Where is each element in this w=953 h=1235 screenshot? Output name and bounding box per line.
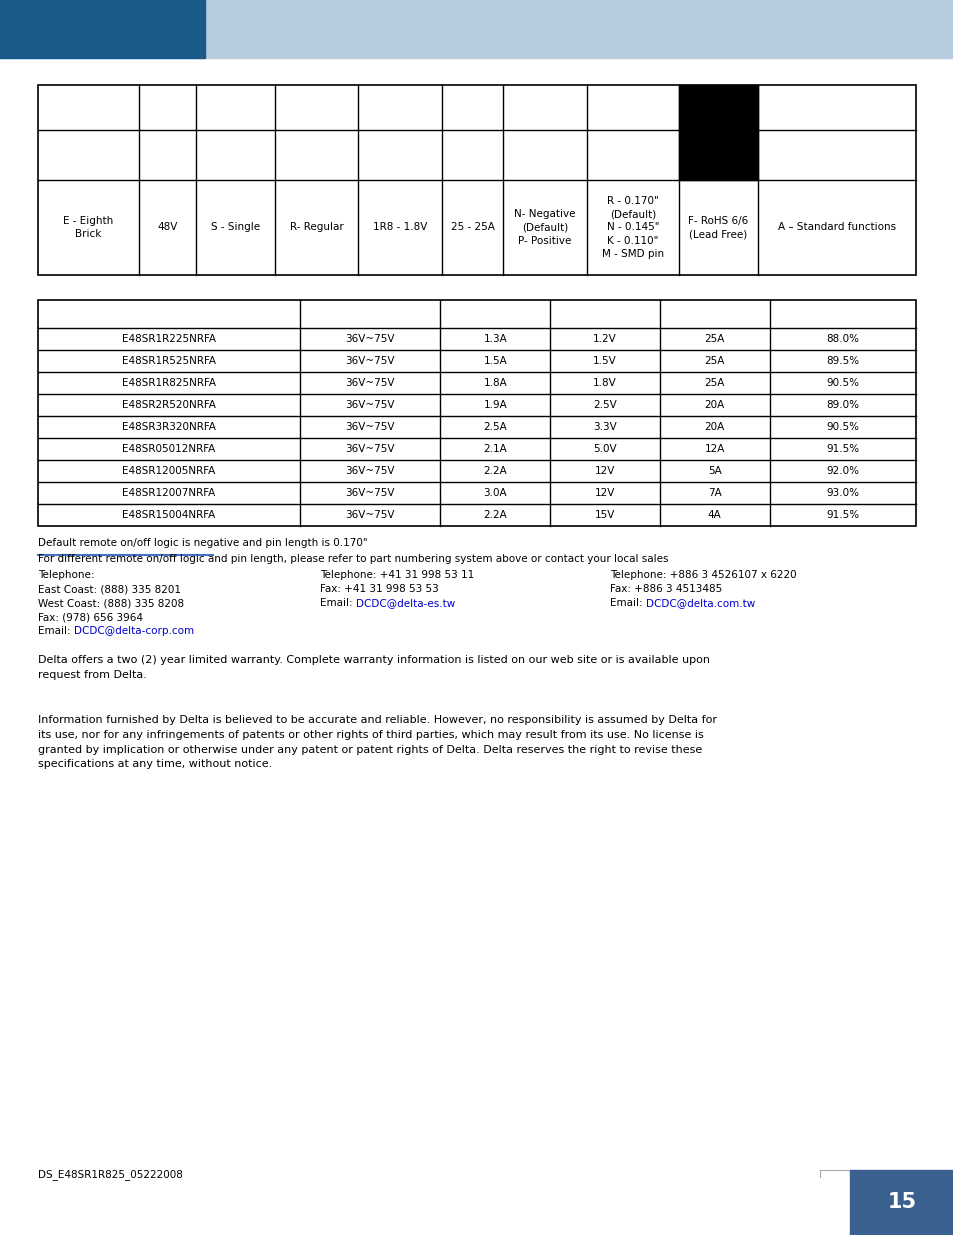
- Bar: [849, 1170, 953, 1235]
- Text: 36V~75V: 36V~75V: [345, 400, 395, 410]
- Text: 89.0%: 89.0%: [825, 400, 859, 410]
- Text: E48SR1R225NRFA: E48SR1R225NRFA: [122, 333, 216, 345]
- Text: 2.1A: 2.1A: [483, 445, 507, 454]
- Text: 2.5V: 2.5V: [593, 400, 617, 410]
- Text: Email:: Email:: [319, 598, 355, 608]
- Text: Telephone: +41 31 998 53 11: Telephone: +41 31 998 53 11: [319, 571, 474, 580]
- Text: Fax: (978) 656 3964: Fax: (978) 656 3964: [38, 613, 143, 622]
- Text: 3.0A: 3.0A: [483, 488, 507, 498]
- Text: Default remote on/off logic is negative and pin length is 0.170": Default remote on/off logic is negative …: [38, 538, 367, 548]
- Text: DCDC@delta-corp.com: DCDC@delta-corp.com: [74, 626, 193, 636]
- Text: Delta offers a two (2) year limited warranty. Complete warranty information is l: Delta offers a two (2) year limited warr…: [38, 655, 709, 679]
- Text: 20A: 20A: [704, 400, 724, 410]
- Text: DCDC@delta-es.tw: DCDC@delta-es.tw: [355, 598, 455, 608]
- Text: 1.5V: 1.5V: [593, 356, 617, 366]
- Text: 90.5%: 90.5%: [825, 378, 859, 388]
- Text: 25A: 25A: [704, 333, 724, 345]
- Text: E48SR12005NRFA: E48SR12005NRFA: [122, 466, 215, 475]
- Text: 15V: 15V: [595, 510, 615, 520]
- Text: 36V~75V: 36V~75V: [345, 333, 395, 345]
- Text: 48V: 48V: [157, 222, 177, 232]
- Text: Telephone:: Telephone:: [38, 571, 94, 580]
- Bar: [679, 85, 758, 180]
- Text: 36V~75V: 36V~75V: [345, 422, 395, 432]
- Text: Fax: +41 31 998 53 53: Fax: +41 31 998 53 53: [319, 584, 438, 594]
- Text: 36V~75V: 36V~75V: [345, 445, 395, 454]
- Bar: [38, 85, 915, 275]
- Text: 12A: 12A: [704, 445, 724, 454]
- Text: F- RoHS 6/6
(Lead Free): F- RoHS 6/6 (Lead Free): [688, 216, 748, 240]
- Bar: [0, 0, 205, 58]
- Text: 1.8A: 1.8A: [483, 378, 507, 388]
- Text: E - Eighth
Brick: E - Eighth Brick: [63, 216, 113, 240]
- Text: 5.0V: 5.0V: [593, 445, 617, 454]
- Text: E48SR1R825NRFA: E48SR1R825NRFA: [122, 378, 216, 388]
- Text: DCDC@delta.com.tw: DCDC@delta.com.tw: [645, 598, 755, 608]
- Text: East Coast: (888) 335 8201: East Coast: (888) 335 8201: [38, 584, 181, 594]
- Text: E48SR05012NRFA: E48SR05012NRFA: [122, 445, 215, 454]
- Text: 5A: 5A: [707, 466, 720, 475]
- Text: 91.5%: 91.5%: [825, 445, 859, 454]
- Text: E48SR12007NRFA: E48SR12007NRFA: [122, 488, 215, 498]
- Text: 2.2A: 2.2A: [483, 466, 507, 475]
- Text: E48SR3R320NRFA: E48SR3R320NRFA: [122, 422, 215, 432]
- Text: 25A: 25A: [704, 356, 724, 366]
- Text: S - Single: S - Single: [211, 222, 260, 232]
- Text: 36V~75V: 36V~75V: [345, 378, 395, 388]
- Text: R - 0.170"
(Default)
N - 0.145"
K - 0.110"
M - SMD pin: R - 0.170" (Default) N - 0.145" K - 0.11…: [601, 196, 663, 259]
- Text: 36V~75V: 36V~75V: [345, 510, 395, 520]
- Text: 12V: 12V: [595, 466, 615, 475]
- Text: Telephone: +886 3 4526107 x 6220: Telephone: +886 3 4526107 x 6220: [609, 571, 796, 580]
- Text: Email:: Email:: [38, 626, 73, 636]
- Bar: [38, 300, 915, 526]
- Text: 25A: 25A: [704, 378, 724, 388]
- Text: 1.3A: 1.3A: [483, 333, 507, 345]
- Text: 20A: 20A: [704, 422, 724, 432]
- Text: 89.5%: 89.5%: [825, 356, 859, 366]
- Text: Email:: Email:: [609, 598, 645, 608]
- Text: R- Regular: R- Regular: [290, 222, 343, 232]
- Text: 36V~75V: 36V~75V: [345, 466, 395, 475]
- Text: 36V~75V: 36V~75V: [345, 488, 395, 498]
- Text: 36V~75V: 36V~75V: [345, 356, 395, 366]
- Text: E48SR2R520NRFA: E48SR2R520NRFA: [122, 400, 215, 410]
- Bar: [0, 0, 953, 58]
- Text: 7A: 7A: [707, 488, 720, 498]
- Text: Information furnished by Delta is believed to be accurate and reliable. However,: Information furnished by Delta is believ…: [38, 715, 717, 769]
- Text: 1.2V: 1.2V: [593, 333, 617, 345]
- Text: 2.5A: 2.5A: [483, 422, 507, 432]
- Text: 1.9A: 1.9A: [483, 400, 507, 410]
- Text: N- Negative
(Default)
P- Positive: N- Negative (Default) P- Positive: [514, 209, 576, 246]
- Text: 2.2A: 2.2A: [483, 510, 507, 520]
- Text: 12V: 12V: [595, 488, 615, 498]
- Text: Fax: +886 3 4513485: Fax: +886 3 4513485: [609, 584, 721, 594]
- Text: 1.8V: 1.8V: [593, 378, 617, 388]
- Text: 1R8 - 1.8V: 1R8 - 1.8V: [373, 222, 427, 232]
- Text: A – Standard functions: A – Standard functions: [777, 222, 895, 232]
- Text: E48SR1R525NRFA: E48SR1R525NRFA: [122, 356, 216, 366]
- Text: 92.0%: 92.0%: [825, 466, 859, 475]
- Text: 3.3V: 3.3V: [593, 422, 617, 432]
- Text: DS_E48SR1R825_05222008: DS_E48SR1R825_05222008: [38, 1170, 183, 1179]
- Text: 93.0%: 93.0%: [825, 488, 859, 498]
- Text: 15: 15: [886, 1192, 916, 1212]
- Text: 91.5%: 91.5%: [825, 510, 859, 520]
- Text: 1.5A: 1.5A: [483, 356, 507, 366]
- Text: West Coast: (888) 335 8208: West Coast: (888) 335 8208: [38, 598, 184, 608]
- Text: 4A: 4A: [707, 510, 720, 520]
- Text: E48SR15004NRFA: E48SR15004NRFA: [122, 510, 215, 520]
- Text: 25 - 25A: 25 - 25A: [450, 222, 494, 232]
- Text: 88.0%: 88.0%: [825, 333, 859, 345]
- Text: For different remote on/off logic and pin length, please refer to part numbering: For different remote on/off logic and pi…: [38, 555, 668, 564]
- Text: 90.5%: 90.5%: [825, 422, 859, 432]
